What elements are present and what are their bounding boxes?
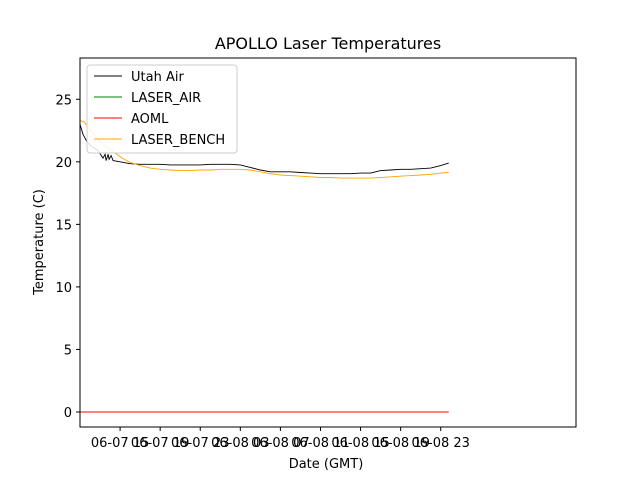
legend-label-utah-air: Utah Air bbox=[131, 70, 184, 85]
x-tick-label: 06-08 07 bbox=[251, 436, 309, 451]
legend-label-laser-air: LASER_AIR bbox=[131, 91, 201, 106]
series-line-laser-bench bbox=[80, 120, 449, 179]
series-line-utah-air bbox=[80, 124, 449, 175]
legend-box bbox=[86, 64, 238, 154]
chart-title: APOLLO Laser Temperatures bbox=[215, 34, 441, 53]
x-tick-label: 06-08 19 bbox=[371, 436, 429, 451]
x-axis-label: Date (GMT) bbox=[289, 457, 364, 472]
legend-label-laser-bench: LASER_BENCH bbox=[131, 133, 225, 148]
y-tick-label: 5 bbox=[64, 343, 72, 358]
plot-frame bbox=[79, 57, 577, 428]
y-tick-label: 0 bbox=[64, 406, 72, 421]
x-tick-label: 06-08 11 bbox=[291, 436, 349, 451]
x-tick-label: 06-07 19 bbox=[131, 436, 189, 451]
x-tick-label: 06-08 23 bbox=[412, 436, 470, 451]
x-tick-label: 06-07 23 bbox=[171, 436, 229, 451]
series-lines bbox=[80, 120, 449, 413]
y-axis-label: Temperature (C) bbox=[32, 189, 47, 296]
x-tick-label: 06-07 15 bbox=[91, 436, 149, 451]
legend: Utah Air LASER_AIR AOML LASER_BENCH bbox=[86, 64, 238, 154]
y-tick-label: 25 bbox=[55, 93, 72, 108]
y-tick-label: 20 bbox=[55, 156, 72, 171]
x-tick-label: 06-08 03 bbox=[211, 436, 269, 451]
x-tick-label: 06-08 15 bbox=[331, 436, 389, 451]
y-tick-label: 10 bbox=[55, 281, 72, 296]
y-tick-label: 15 bbox=[55, 218, 72, 233]
legend-label-aoml: AOML bbox=[131, 112, 169, 127]
